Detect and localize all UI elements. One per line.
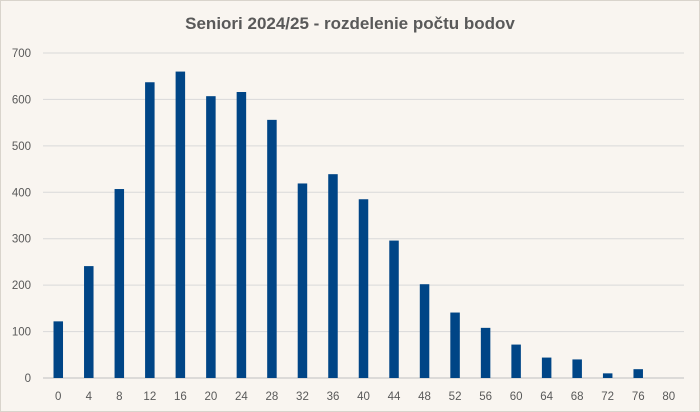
bar	[419, 284, 430, 378]
bar	[236, 92, 247, 378]
x-tick-label: 36	[327, 391, 340, 403]
x-tick-label: 0	[55, 391, 61, 403]
x-tick-label: 16	[174, 391, 187, 403]
bar	[480, 327, 491, 378]
x-tick-label: 56	[479, 391, 492, 403]
y-tick-label: 300	[12, 234, 31, 246]
x-tick-label: 32	[296, 391, 309, 403]
chart-title: Seniori 2024/25 - rozdelenie počtu bodov	[185, 14, 515, 33]
x-tick-label: 28	[266, 391, 279, 403]
bar	[53, 321, 64, 378]
y-tick-label: 400	[12, 187, 31, 199]
y-tick-label: 100	[12, 327, 31, 339]
x-tick-label: 44	[388, 391, 401, 403]
bar	[84, 266, 94, 378]
bar	[572, 359, 582, 378]
x-tick-label: 72	[601, 391, 614, 403]
x-tick-label: 52	[449, 391, 462, 403]
bar	[602, 373, 613, 378]
x-tick-label: 60	[510, 391, 523, 403]
bar	[450, 312, 460, 378]
x-tick-label: 76	[632, 391, 645, 403]
bar	[389, 240, 399, 378]
bar	[114, 189, 125, 378]
x-tick-label: 40	[357, 391, 370, 403]
x-tick-label: 8	[116, 391, 122, 403]
bar	[145, 82, 155, 378]
x-tick-label: 80	[662, 391, 675, 403]
x-tick-label: 64	[540, 391, 553, 403]
bar	[358, 199, 369, 378]
x-tick-label: 20	[204, 391, 217, 403]
y-tick-label: 600	[12, 94, 31, 106]
bar	[206, 96, 216, 378]
y-tick-label: 700	[12, 48, 31, 60]
x-tick-label: 24	[235, 391, 248, 403]
y-tick-label: 0	[25, 373, 31, 385]
bar	[267, 119, 277, 378]
x-tick-label: 48	[418, 391, 431, 403]
y-tick-label: 200	[12, 280, 31, 292]
bar	[175, 71, 186, 379]
x-tick-label: 4	[86, 391, 93, 403]
bar	[541, 357, 552, 378]
x-tick-label: 12	[143, 391, 156, 403]
bar	[511, 344, 521, 378]
x-tick-label: 68	[571, 391, 584, 403]
bar	[328, 174, 338, 378]
y-tick-label: 500	[12, 141, 31, 153]
bar	[297, 183, 308, 378]
bar	[633, 369, 643, 378]
